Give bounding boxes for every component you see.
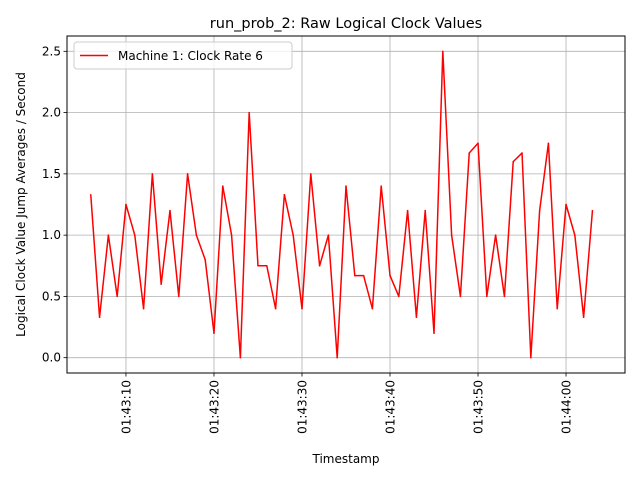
data-point bbox=[266, 265, 268, 267]
data-point bbox=[433, 332, 435, 334]
data-point bbox=[98, 316, 101, 318]
data-point bbox=[406, 209, 409, 212]
data-point bbox=[301, 307, 303, 310]
legend: Machine 1: Clock Rate 6 bbox=[73, 41, 293, 70]
data-point bbox=[257, 265, 259, 267]
data-point bbox=[160, 283, 162, 285]
data-point bbox=[292, 234, 294, 236]
x-tick-label: 01:43:40 bbox=[384, 380, 398, 434]
data-point bbox=[345, 185, 347, 187]
data-point bbox=[380, 185, 382, 187]
data-point bbox=[274, 307, 277, 310]
data-point bbox=[204, 258, 206, 261]
data-point bbox=[362, 274, 365, 277]
data-point bbox=[486, 295, 488, 298]
data-point bbox=[90, 193, 92, 196]
data-point bbox=[398, 295, 400, 298]
data-point bbox=[512, 160, 514, 163]
data-point bbox=[468, 152, 470, 154]
y-axis: 0.0 0.5 1.0 1.5 2.0 2.5 bbox=[42, 44, 67, 365]
x-tick-label: 01:44:00 bbox=[560, 380, 574, 434]
data-point bbox=[459, 295, 462, 298]
data-point bbox=[442, 50, 444, 53]
data-point bbox=[169, 209, 171, 212]
data-point bbox=[565, 203, 567, 206]
data-point bbox=[230, 234, 233, 236]
data-point bbox=[424, 209, 426, 212]
data-point bbox=[107, 234, 110, 236]
series-layer bbox=[90, 50, 594, 359]
data-point bbox=[151, 173, 154, 175]
data-point bbox=[477, 142, 479, 144]
data-point bbox=[142, 307, 145, 310]
chart-title: run_prob_2: Raw Logical Clock Values bbox=[210, 16, 482, 32]
x-axis-label: Timestamp bbox=[312, 452, 380, 466]
data-point bbox=[248, 111, 250, 114]
x-tick-label: 01:43:20 bbox=[207, 380, 221, 434]
data-point bbox=[327, 234, 330, 236]
y-axis-label: Logical Clock Value Jump Averages / Seco… bbox=[14, 72, 28, 337]
y-tick-label: 2.5 bbox=[42, 44, 61, 58]
data-point bbox=[503, 295, 506, 298]
data-point bbox=[415, 316, 418, 318]
y-tick-label: 1.0 bbox=[42, 228, 61, 242]
data-point bbox=[582, 316, 585, 318]
data-point bbox=[310, 173, 312, 175]
data-point bbox=[222, 185, 224, 187]
legend-label: Machine 1: Clock Rate 6 bbox=[118, 49, 263, 63]
data-point bbox=[556, 307, 558, 310]
x-tick-label: 01:43:30 bbox=[295, 380, 309, 434]
data-point bbox=[389, 274, 391, 277]
data-point bbox=[354, 274, 356, 277]
data-point bbox=[530, 356, 532, 359]
plot-frame bbox=[66, 35, 626, 374]
y-tick-label: 1.5 bbox=[42, 167, 61, 181]
data-point bbox=[494, 234, 497, 236]
y-tick-label: 0.5 bbox=[42, 289, 61, 303]
data-point bbox=[125, 203, 127, 206]
data-point bbox=[547, 142, 550, 144]
data-point bbox=[134, 234, 136, 236]
data-point bbox=[116, 295, 118, 298]
data-point bbox=[538, 209, 541, 212]
data-point bbox=[336, 356, 338, 359]
data-point bbox=[195, 234, 198, 236]
data-point bbox=[178, 295, 180, 298]
data-point bbox=[283, 193, 286, 196]
y-tick-label: 2.0 bbox=[42, 106, 61, 120]
legend-box bbox=[73, 41, 293, 70]
x-axis: 01:43:10 01:43:20 01:43:30 01:43:40 01:43:50… bbox=[119, 373, 574, 434]
data-point bbox=[186, 173, 189, 175]
data-point bbox=[450, 234, 453, 236]
series-line bbox=[90, 50, 594, 359]
data-point bbox=[371, 307, 374, 310]
data-point bbox=[521, 152, 523, 154]
data-point bbox=[213, 332, 215, 334]
data-point bbox=[591, 209, 594, 212]
data-point bbox=[574, 234, 576, 236]
data-point bbox=[318, 265, 321, 267]
x-tick-label: 01:43:10 bbox=[119, 380, 133, 434]
x-tick-label: 01:43:50 bbox=[472, 380, 486, 434]
data-point bbox=[239, 356, 242, 359]
y-tick-label: 0.0 bbox=[42, 351, 61, 365]
